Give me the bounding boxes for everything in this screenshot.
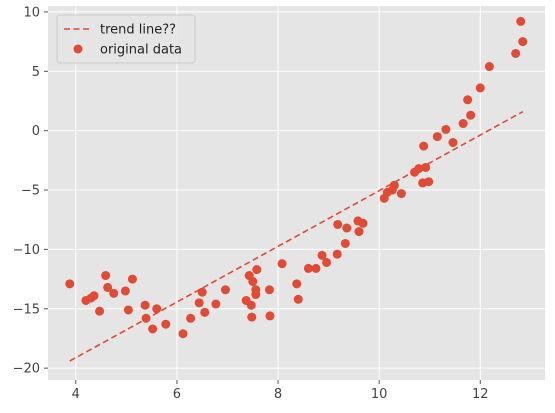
legend-entry-original-data: original data — [100, 43, 182, 58]
data-point — [127, 274, 137, 284]
x-tick-label: 12 — [472, 387, 489, 402]
y-tick-label: −20 — [13, 362, 40, 377]
data-point — [277, 259, 287, 269]
data-point — [358, 218, 368, 228]
data-point — [458, 119, 468, 129]
data-point — [178, 329, 188, 339]
data-point — [354, 227, 364, 237]
data-point — [414, 164, 424, 174]
y-tick-label: 10 — [23, 5, 40, 20]
data-point — [292, 279, 302, 289]
legend-entry-trend-line: trend line?? — [100, 23, 176, 38]
data-point — [293, 294, 303, 304]
data-point — [101, 271, 111, 281]
y-tick-label: −10 — [13, 243, 40, 258]
data-point — [248, 276, 258, 286]
data-point — [211, 299, 221, 309]
data-layer — [65, 16, 528, 362]
data-point — [161, 319, 171, 329]
legend-point-marker — [73, 44, 83, 54]
data-point — [123, 305, 133, 315]
data-point — [109, 288, 119, 298]
data-point — [141, 313, 151, 323]
data-point — [322, 257, 332, 267]
data-point — [317, 250, 327, 260]
data-point — [89, 291, 99, 301]
data-point — [120, 286, 130, 296]
data-point — [448, 138, 458, 148]
data-point — [463, 95, 473, 105]
data-point — [342, 223, 352, 233]
data-point — [516, 16, 526, 26]
data-point — [441, 124, 451, 134]
data-point — [333, 219, 343, 229]
data-point — [264, 285, 274, 295]
data-point — [419, 141, 429, 151]
data-point — [311, 263, 321, 273]
data-point — [484, 62, 494, 72]
x-tick-label: 6 — [173, 387, 181, 402]
data-point — [220, 285, 230, 295]
data-point — [421, 162, 431, 172]
data-point — [152, 304, 162, 314]
data-point — [340, 238, 350, 248]
data-point — [432, 132, 442, 142]
data-point — [194, 298, 204, 308]
data-point — [247, 312, 257, 322]
y-tick-label: 5 — [32, 65, 40, 80]
data-point — [303, 263, 313, 273]
data-point — [424, 177, 434, 187]
data-point — [252, 265, 262, 275]
data-point — [65, 279, 75, 289]
data-point — [332, 249, 342, 259]
plot-area — [48, 6, 545, 380]
data-point — [475, 83, 485, 93]
data-point — [251, 285, 261, 295]
legend: trend line?? original data — [56, 14, 196, 64]
grid — [48, 6, 545, 380]
data-point — [511, 48, 521, 58]
legend-box — [56, 14, 196, 64]
y-tick-label: −5 — [21, 184, 40, 199]
y-tick-label: −15 — [13, 302, 40, 317]
data-point — [95, 306, 105, 316]
tick-labels: 4 6 8 10 12 −20 −15 −10 −5 0 5 10 — [13, 5, 489, 402]
data-point — [186, 313, 196, 323]
data-point — [518, 37, 528, 47]
data-point — [265, 311, 275, 321]
x-tick-label: 4 — [72, 387, 80, 402]
y-tick-label: 0 — [32, 124, 40, 139]
data-point — [140, 300, 150, 310]
data-point — [103, 282, 113, 292]
data-point — [148, 324, 158, 334]
x-tick-label: 10 — [371, 387, 388, 402]
data-point — [396, 189, 406, 199]
data-point — [466, 110, 476, 120]
x-tick-label: 8 — [274, 387, 282, 402]
data-point — [389, 180, 399, 190]
data-point — [200, 307, 210, 317]
data-point — [197, 287, 207, 297]
data-point — [246, 300, 256, 310]
